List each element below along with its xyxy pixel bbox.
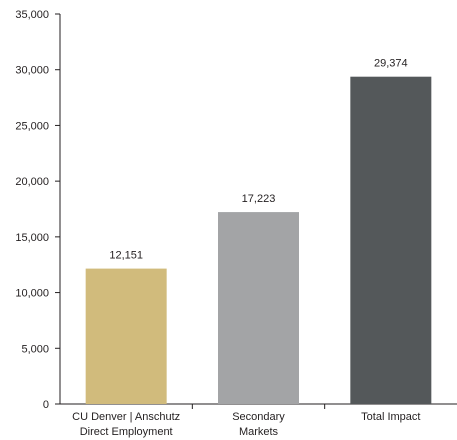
- category-labels: CU Denver | Anschutz Direct Employment Sec…: [72, 411, 420, 438]
- bar: [218, 212, 299, 404]
- y-tick-label: 10,000: [15, 288, 49, 300]
- y-tick-label: 30,000: [15, 65, 49, 77]
- y-tick-label: 15,000: [15, 232, 49, 244]
- bar: [85, 268, 167, 404]
- y-tick-label: 20,000: [15, 176, 49, 188]
- bars: [85, 76, 432, 405]
- category-label: Total Impact: [361, 411, 420, 423]
- y-tick-label: 0: [43, 399, 49, 411]
- bar: [350, 76, 432, 405]
- y-tick-label: 5,000: [21, 343, 49, 355]
- y-tick-label: 35,000: [15, 9, 49, 21]
- category-label: Direct Employment: [80, 426, 173, 438]
- category-label: CU Denver | Anschutz: [72, 411, 180, 423]
- category-label: Markets: [239, 426, 279, 438]
- y-axis: 0 5,000 10,000 15,000 20,000 25,000 30,000 35,0…: [15, 9, 61, 411]
- data-label: 17,223: [242, 193, 276, 205]
- data-label: 29,374: [374, 58, 408, 70]
- data-labels: 12,151 17,223 29,374: [109, 58, 407, 262]
- y-tick-label: 25,000: [15, 120, 49, 132]
- category-label: Secondary: [232, 411, 285, 423]
- data-label: 12,151: [109, 250, 143, 262]
- x-axis: [60, 403, 457, 409]
